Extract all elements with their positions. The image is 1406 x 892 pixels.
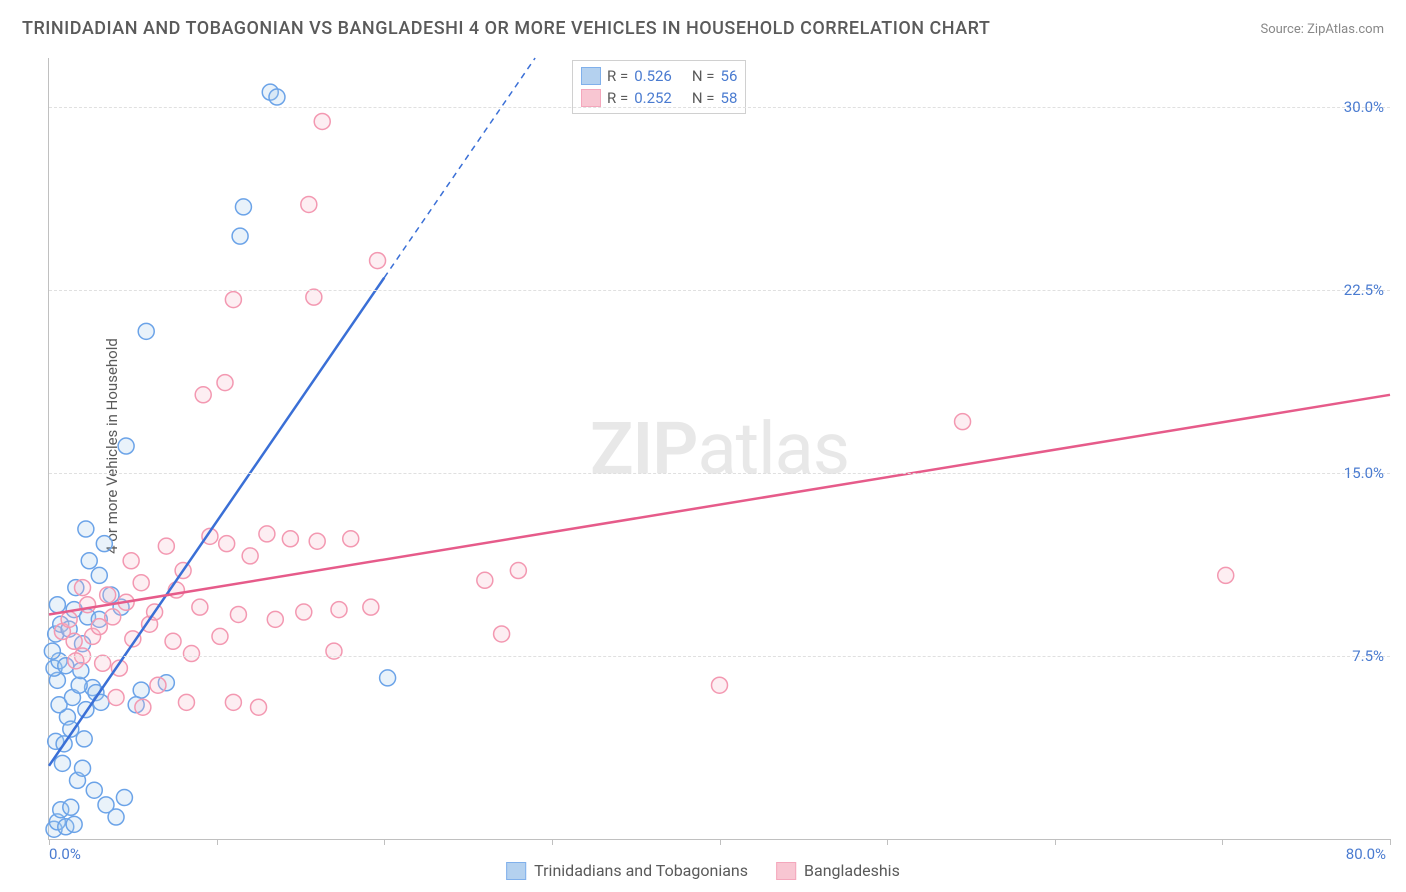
- data-point: [267, 611, 283, 627]
- n-value: 58: [721, 89, 738, 107]
- data-point: [86, 782, 102, 798]
- y-tick-label: 30.0%: [1344, 98, 1384, 116]
- data-point: [494, 626, 510, 642]
- x-tick-label: 80.0%: [1346, 845, 1386, 863]
- data-point: [343, 531, 359, 547]
- legend-swatch: [581, 67, 601, 85]
- r-value: 0.252: [634, 89, 672, 107]
- data-point: [66, 633, 82, 649]
- trend-line: [49, 278, 384, 766]
- data-point: [380, 670, 396, 686]
- data-point: [309, 533, 325, 549]
- data-point: [219, 536, 235, 552]
- r-label: R =: [607, 89, 628, 107]
- data-point: [61, 611, 77, 627]
- chart-title: TRINIDADIAN AND TOBAGONIAN VS BANGLADESH…: [22, 18, 990, 39]
- data-point: [66, 816, 82, 832]
- data-point: [306, 289, 322, 305]
- n-label: N =: [692, 67, 715, 85]
- data-point: [282, 531, 298, 547]
- data-point: [116, 790, 132, 806]
- data-point: [712, 677, 728, 693]
- data-point: [76, 731, 92, 747]
- trend-line: [49, 395, 1390, 615]
- data-point: [259, 526, 275, 542]
- y-tick-label: 22.5%: [1344, 281, 1384, 299]
- legend-swatch: [506, 862, 526, 880]
- data-point: [108, 809, 124, 825]
- data-point: [63, 799, 79, 815]
- correlation-legend-row: R = 0.526 N = 56: [581, 65, 737, 87]
- legend-swatch: [581, 89, 601, 107]
- data-point: [133, 682, 149, 698]
- data-point: [235, 199, 251, 215]
- series-legend-label: Trinidadians and Tobagonians: [534, 861, 748, 880]
- data-point: [301, 196, 317, 212]
- data-point: [95, 655, 111, 671]
- data-point: [49, 597, 65, 613]
- data-point: [71, 677, 87, 693]
- data-point: [195, 387, 211, 403]
- plot-svg: [49, 58, 1390, 839]
- data-point: [75, 580, 91, 596]
- data-point: [118, 438, 134, 454]
- data-point: [150, 677, 166, 693]
- data-point: [138, 323, 154, 339]
- data-point: [178, 694, 194, 710]
- series-legend-item: Trinidadians and Tobagonians: [506, 861, 748, 880]
- data-point: [135, 699, 151, 715]
- data-point: [242, 548, 258, 564]
- y-tick-label: 7.5%: [1352, 647, 1384, 665]
- data-point: [54, 755, 70, 771]
- data-point: [105, 609, 121, 625]
- r-value: 0.526: [634, 67, 672, 85]
- data-point: [158, 538, 174, 554]
- data-point: [230, 606, 246, 622]
- data-point: [192, 599, 208, 615]
- data-point: [269, 89, 285, 105]
- series-legend-item: Bangladeshis: [776, 861, 900, 880]
- data-point: [363, 599, 379, 615]
- data-point: [81, 553, 97, 569]
- data-point: [183, 646, 199, 662]
- data-point: [1218, 567, 1234, 583]
- legend-swatch: [776, 862, 796, 880]
- data-point: [477, 572, 493, 588]
- data-point: [296, 604, 312, 620]
- data-point: [331, 602, 347, 618]
- data-point: [251, 699, 267, 715]
- data-point: [91, 567, 107, 583]
- data-point: [314, 113, 330, 129]
- data-point: [225, 292, 241, 308]
- data-point: [96, 536, 112, 552]
- trend-line-extrapolated: [384, 58, 535, 278]
- data-point: [108, 689, 124, 705]
- y-tick-label: 15.0%: [1344, 464, 1384, 482]
- series-legend-label: Bangladeshis: [804, 861, 900, 880]
- data-point: [232, 228, 248, 244]
- data-point: [955, 414, 971, 430]
- source-credit: Source: ZipAtlas.com: [1260, 22, 1384, 37]
- data-point: [133, 575, 149, 591]
- data-point: [100, 587, 116, 603]
- data-point: [91, 619, 107, 635]
- data-point: [75, 760, 91, 776]
- data-point: [165, 633, 181, 649]
- data-point: [225, 694, 241, 710]
- correlation-legend-row: R = 0.252 N = 58: [581, 87, 737, 109]
- data-point: [212, 628, 228, 644]
- plot-area: ZIPatlas R =0.526N =56R =0.252N =58 7.5%…: [48, 58, 1390, 840]
- data-point: [510, 563, 526, 579]
- data-point: [370, 253, 386, 269]
- data-point: [123, 553, 139, 569]
- data-point: [217, 375, 233, 391]
- data-point: [78, 521, 94, 537]
- r-label: R =: [607, 67, 628, 85]
- x-tick-label: 0.0%: [49, 845, 81, 863]
- n-label: N =: [692, 89, 715, 107]
- series-legend: Trinidadians and Tobagonians Bangladeshis: [506, 861, 900, 880]
- n-value: 56: [721, 67, 738, 85]
